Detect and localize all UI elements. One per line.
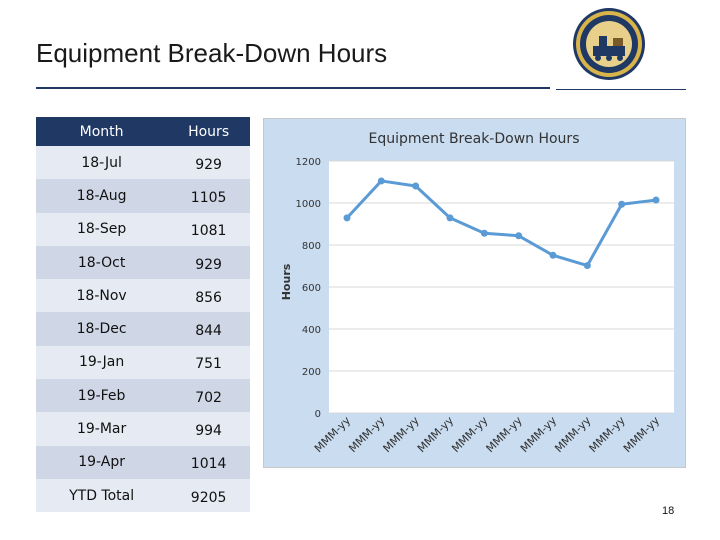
gridlines [329,160,674,414]
month-cell: 18-Sep [36,212,168,246]
slide-title: Equipment Break-Down Hours [36,38,388,68]
y-tick-label: 200 [302,367,321,378]
y-tick-label: 600 [302,283,321,294]
hours-cell: 929 [167,146,250,180]
total-label-cell: YTD Total [36,478,168,513]
hours-cell: 929 [167,245,250,280]
data-point [583,262,591,270]
series-hours [343,177,660,270]
table-row: 19-Feb 702 [36,379,250,413]
month-cell: 18-Jul [36,146,168,180]
hours-column-header: Hours [167,117,250,146]
title-divider [36,87,550,89]
data-point [412,182,420,190]
title-divider-right [556,89,686,90]
y-tick-label: 0 [315,409,321,420]
data-point [515,232,523,240]
data-point [618,200,626,208]
y-tick-label: 400 [302,325,321,336]
month-cell: 19-Jan [36,345,168,380]
table-row: 18-Dec 844 [36,312,250,346]
data-point [652,196,660,204]
table-row: 19-Mar 994 [36,412,250,446]
month-cell: 18-Nov [36,279,168,313]
hours-cell: 751 [167,345,250,380]
total-hours-cell: 9205 [167,478,250,513]
table-row: 18-Nov 856 [36,279,250,313]
month-cell: 19-Mar [36,412,168,446]
data-point [377,177,385,185]
y-tick-label: 800 [302,241,321,252]
table-row: 18-Jul 929 [36,146,250,180]
table-row: 18-Oct 929 [36,245,250,280]
chart-title: Equipment Break-Down Hours [369,131,580,147]
line-chart: Equipment Break-Down Hours Hours 0 200 400… [264,119,685,467]
y-axis-label: Hours [280,263,293,300]
hours-cell: 844 [167,312,250,346]
data-point [343,214,351,222]
city-seal-icon [573,8,645,80]
y-tick-label: 1200 [296,157,321,168]
month-cell: 19-Feb [36,379,168,413]
data-point [549,251,557,259]
month-cell: 18-Aug [36,179,168,213]
hours-cell: 1014 [167,445,250,479]
month-column-header: Month [36,117,168,146]
table-row: 19-Apr 1014 [36,445,250,479]
table-row: 19-Jan 751 [36,345,250,380]
hours-cell: 1081 [167,212,250,246]
chart-panel: Equipment Break-Down Hours Hours 0 200 400… [263,118,686,468]
page-number: 18 [662,505,675,517]
hours-cell: 856 [167,279,250,313]
month-cell: 18-Oct [36,245,168,280]
y-tick-label: 1000 [296,199,321,210]
month-cell: 19-Apr [36,445,168,479]
table-row: 18-Aug 1105 [36,179,250,213]
y-tick-labels: 0 200 400 600 800 1000 1200 [296,157,321,420]
table-total-row: YTD Total 9205 [36,478,250,513]
table-row: 18-Sep 1081 [36,212,250,246]
series-line [345,179,657,268]
month-cell: 18-Dec [36,312,168,346]
hours-cell: 1105 [167,179,250,213]
data-point [480,229,488,237]
hours-table: Month Hours 18-Jul 929 18-Aug 1105 18-Se… [36,117,250,513]
data-point [446,214,454,222]
table-header-row: Month Hours [36,117,250,146]
hours-cell: 702 [167,379,250,413]
hours-cell: 994 [167,412,250,446]
